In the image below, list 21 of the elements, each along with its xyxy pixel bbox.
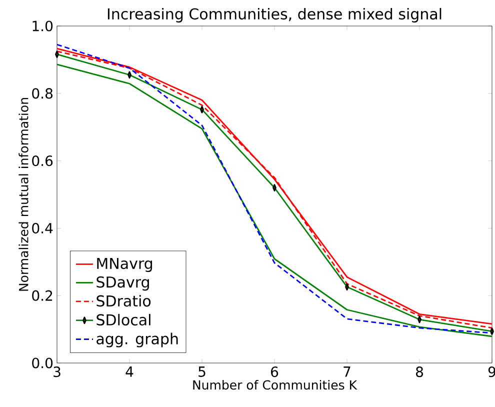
x-tick-label: 6 — [271, 366, 278, 378]
x-axis-title: Number of Communities K — [193, 380, 358, 390]
chart-title: Increasing Communities, dense mixed signal — [108, 8, 442, 22]
y-tick-label: 0.4 — [32, 222, 53, 234]
x-tick-label: 3 — [54, 366, 60, 378]
y-tick-label: 0.8 — [32, 88, 53, 99]
y-tick-label: 0.2 — [32, 290, 52, 301]
legend-label: SDlocal — [96, 314, 150, 326]
y-tick-label: 0.6 — [32, 155, 53, 166]
x-tick-label: 4 — [126, 366, 134, 377]
y-tick-label: 0.0 — [32, 358, 53, 368]
legend-label: SDavrg — [96, 276, 149, 291]
x-tick-label: 5 — [198, 366, 206, 377]
x-tick-label: 9 — [488, 366, 495, 378]
y-tick-label: 1.0 — [32, 20, 53, 32]
y-axis-title: Normalized mutual information — [18, 98, 28, 291]
x-tick-label: 8 — [416, 366, 423, 378]
legend-label: agg. graph — [96, 332, 178, 348]
x-tick-label: 7 — [344, 366, 350, 377]
legend-label: SDratio — [96, 295, 151, 307]
legend-label: MNavrg — [97, 258, 152, 272]
